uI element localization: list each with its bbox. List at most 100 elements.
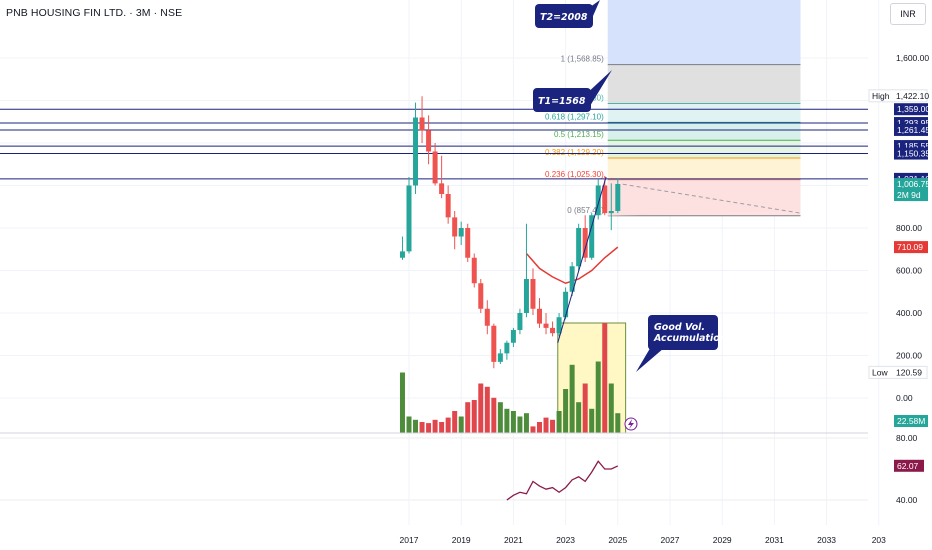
candle-body [615, 184, 621, 211]
time-tick: 2017 [400, 535, 419, 545]
volume-bar [406, 416, 412, 433]
fib-zone [607, 158, 801, 181]
price-tick: 0.00 [896, 393, 913, 403]
fib-zone [607, 103, 801, 123]
fib-zone [607, 64, 801, 104]
candle-body [497, 353, 503, 362]
price-tag-bg [868, 89, 928, 103]
volume-bar [465, 402, 471, 433]
price-tag: 1,261.45 [897, 125, 930, 135]
price-tag: 1,293.95 [897, 118, 930, 128]
time-tick: 2029 [713, 535, 732, 545]
time-tick: 203 [872, 535, 886, 545]
volume-bar [445, 417, 451, 433]
candle-body [432, 151, 438, 184]
callout-t1-pointer [584, 70, 612, 106]
callout-volume-pointer [636, 345, 664, 372]
candle-body [517, 313, 523, 330]
volume-bar [504, 408, 510, 433]
time-tick: 2019 [452, 535, 471, 545]
price-tag-bg [894, 103, 928, 116]
candle-body [608, 211, 614, 214]
candle-body [399, 251, 405, 258]
volume-bar [432, 419, 438, 433]
fib-zone [607, 140, 801, 159]
price-tag: 1,006.75 [897, 179, 930, 189]
fib-label: 0.382 (1,129.20) [545, 148, 604, 157]
price-tag-bg [894, 147, 928, 160]
candle-body [576, 228, 582, 267]
price-tag: 1,359.00 [897, 104, 930, 114]
rsi-tick: 40.00 [896, 495, 918, 505]
volume-bar [576, 402, 582, 433]
price-tag-bg [868, 365, 928, 379]
time-tick: 2031 [765, 535, 784, 545]
callout-t2-box [535, 4, 593, 28]
candle-body [523, 279, 529, 313]
candle-body [426, 130, 432, 152]
volume-bar [582, 383, 588, 433]
candle-body [471, 257, 477, 284]
price-tag: 710.09 [897, 242, 923, 252]
candle-body [563, 291, 569, 318]
fib-label: 0.236 (1,025.30) [545, 170, 604, 179]
volume-bar [543, 417, 549, 433]
callout-volume-text: Accumulation [653, 333, 727, 344]
volume-bar [537, 422, 542, 433]
volume-bar [426, 423, 432, 433]
candle-body [530, 279, 536, 309]
candle-body [484, 308, 490, 326]
candle-body [543, 323, 549, 328]
callout-t1-box [533, 88, 591, 112]
candle-body [602, 185, 608, 214]
volume-bar [530, 426, 536, 433]
rsi-tag-bg [894, 459, 924, 472]
volume-bar [595, 361, 601, 433]
price-tag: 1,422.10 [896, 91, 929, 101]
price-tag-bg [894, 117, 928, 130]
price-tick: 800.00 [896, 223, 922, 233]
volume-bar [523, 413, 529, 433]
candle-body [537, 308, 542, 324]
candle-body [510, 330, 516, 343]
volume-tag: 22.58M [897, 416, 925, 426]
candle-body [465, 228, 471, 258]
price-tag-prefix: High [872, 91, 890, 101]
volume-bar [458, 416, 464, 433]
candle-body [452, 217, 458, 237]
volume-bar [602, 323, 608, 433]
price-tag-bg [894, 241, 928, 254]
candle-body [491, 325, 497, 362]
callout-t2-pointer [586, 0, 600, 16]
fib-zone [607, 122, 801, 141]
candle-body [589, 215, 595, 258]
volume-bar [478, 383, 484, 433]
price-tag: 1,185.55 [897, 141, 930, 151]
volume-tag-bg [894, 415, 928, 427]
symbol-title[interactable]: PNB HOUSING FIN LTD. · 3M · NSE [6, 7, 183, 19]
candle-body [569, 266, 575, 292]
price-tick: 400.00 [896, 308, 922, 318]
callout-volume-box [648, 315, 718, 350]
time-tick: 2025 [608, 535, 627, 545]
volume-bar [484, 386, 490, 433]
price-tick: 200.00 [896, 351, 922, 361]
volume-bar [550, 419, 556, 433]
price-tag: 120.59 [896, 367, 922, 377]
candle-body [550, 327, 556, 334]
volume-bar [452, 411, 458, 433]
candle-body [478, 283, 484, 309]
rsi-line [506, 460, 619, 501]
volume-bar [510, 411, 516, 433]
volume-bar [413, 419, 419, 433]
candle-body [406, 185, 412, 252]
candle-body [556, 317, 562, 334]
currency-button[interactable]: INR [890, 3, 926, 25]
rsi-tick: 80.00 [896, 433, 918, 443]
rsi-tag: 62.07 [897, 461, 919, 471]
volume-bar [497, 402, 503, 433]
fib-label: 1 (1,568.85) [561, 55, 604, 64]
candle-body [582, 228, 588, 258]
projection-line [622, 183, 801, 214]
